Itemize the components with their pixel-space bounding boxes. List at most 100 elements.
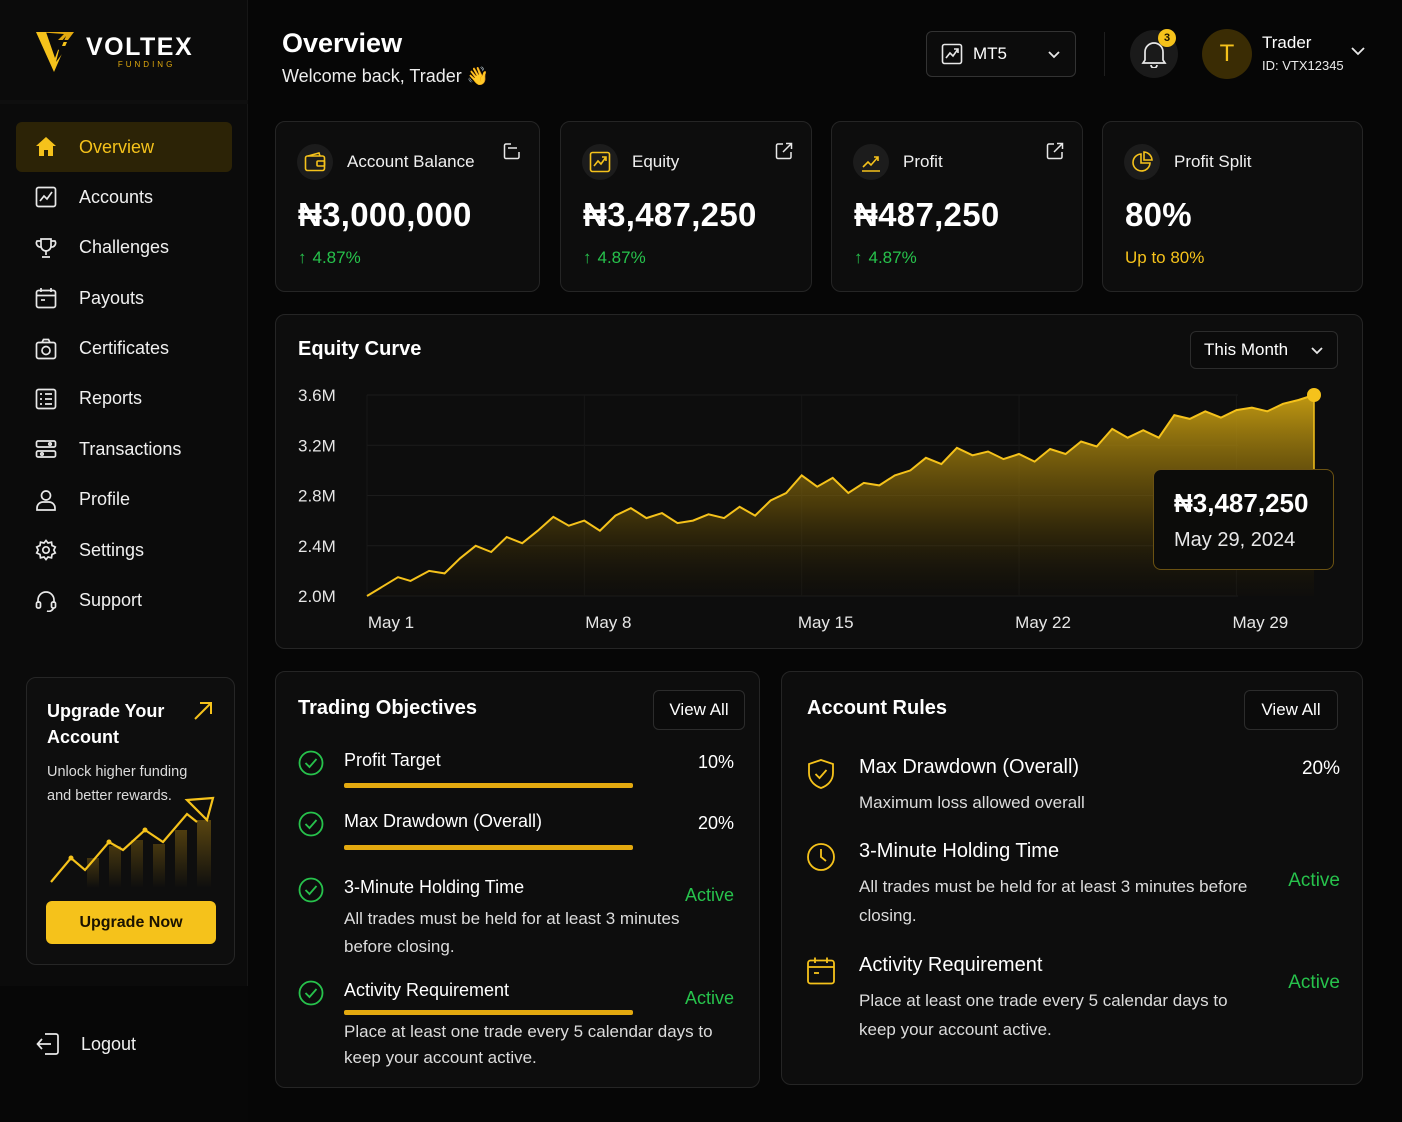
sidebar-item-label: Accounts <box>79 186 154 207</box>
equity-curve-title: Equity Curve <box>298 338 422 360</box>
objective-item: Max Drawdown (Overall) 20% <box>298 811 738 861</box>
sidebar-item-certificates[interactable]: Certificates <box>16 324 232 374</box>
brand-name: VOLTEX <box>86 32 194 61</box>
account-rules-card: Account Rules View All Max Drawdown (Ove… <box>781 671 1363 1085</box>
rule-name: Max Drawdown (Overall) <box>859 756 1080 778</box>
logout-label: Logout <box>81 1033 137 1054</box>
trophy-icon <box>34 236 58 260</box>
time-range-select[interactable]: This Month <box>1190 331 1338 369</box>
rule-name: 3-Minute Holding Time <box>859 840 1060 862</box>
rule-status: Active <box>1288 870 1340 891</box>
growth-icon <box>853 144 889 180</box>
upgrade-card: Upgrade Your Account Unlock higher fundi… <box>26 677 235 965</box>
time-range-value: This Month <box>1204 340 1289 359</box>
sidebar-item-label: Challenges <box>79 237 170 258</box>
rules-view-all-button[interactable]: View All <box>1244 690 1338 730</box>
upgrade-title: Upgrade Your Account <box>47 701 165 747</box>
sidebar-item-support[interactable]: Support <box>16 576 232 626</box>
objective-value: 20% <box>697 813 734 833</box>
sidebar-item-transactions[interactable]: Transactions <box>16 424 232 474</box>
rule-description: All trades must be held for at least 3 m… <box>859 877 1248 925</box>
objective-status: Active <box>684 988 734 1008</box>
sidebar-item-payouts[interactable]: Payouts <box>16 273 232 323</box>
objective-description: All trades must be held for at least 3 m… <box>344 909 680 956</box>
objectives-view-all-button[interactable]: View All <box>653 690 745 730</box>
stat-card-account-balance: Account Balance ₦3,000,000 ↑ 4.87% <box>275 121 540 292</box>
y-tick-label: 2.8M <box>298 487 336 506</box>
sidebar-footer <box>0 986 248 1122</box>
user-id: ID: VTX12345 <box>1262 58 1344 73</box>
sidebar-item-reports[interactable]: Reports <box>16 374 232 424</box>
notification-count-badge: 3 <box>1158 29 1176 47</box>
objective-description: Place at least one trade every 5 calenda… <box>344 1022 713 1067</box>
brand-divider <box>0 100 248 104</box>
sidebar-item-label: Profile <box>79 489 131 510</box>
sidebar-nav: Overview Accounts Challenges Payouts Cer… <box>16 122 232 626</box>
calendar-icon <box>34 286 58 310</box>
chevron-down-icon[interactable] <box>1350 44 1366 58</box>
objective-name: Max Drawdown (Overall) <box>344 811 543 831</box>
stat-value: ₦3,487,250 <box>583 196 757 233</box>
x-tick-label: May 29 <box>1233 613 1289 632</box>
objective-item: 3-Minute Holding Time Active All trades … <box>298 877 738 967</box>
rule-item: Activity Requirement Place at least one … <box>806 954 1340 1044</box>
rule-description: Maximum loss allowed overall <box>859 793 1085 812</box>
objective-progress-bar <box>344 845 633 850</box>
external-link-icon[interactable] <box>775 142 793 160</box>
stat-change-value: 4.87% <box>597 248 646 267</box>
objective-progress-bar <box>344 783 633 788</box>
brand-logo[interactable]: VOLTEX FUNDING <box>34 28 193 74</box>
sidebar-item-settings[interactable]: Settings <box>16 525 232 575</box>
sidebar-item-profile[interactable]: Profile <box>16 475 232 525</box>
header-divider <box>1104 32 1105 76</box>
sidebar-item-label: Transactions <box>79 438 182 459</box>
shield-check-icon <box>808 759 834 789</box>
equity-line <box>366 394 1315 597</box>
external-link-icon[interactable] <box>1046 142 1064 160</box>
stat-change-value: Up to 80% <box>1125 248 1205 267</box>
objectives-title: Trading Objectives <box>298 697 477 719</box>
logout-button[interactable]: Logout <box>36 1032 136 1056</box>
stat-change: ↑ 4.87% <box>583 248 646 268</box>
report-icon <box>34 387 58 411</box>
sidebar-item-label: Support <box>79 590 143 611</box>
equity-chart[interactable]: 3.6M 3.2M 2.8M 2.4M 2.0M May 1 May 8 May 15 May… <box>276 315 1364 650</box>
tooltip-value: ₦3,487,250 <box>1174 488 1309 518</box>
stat-change: Up to 80% <box>1125 248 1204 268</box>
growth-chart-icon <box>50 796 215 888</box>
sidebar-item-overview[interactable]: Overview <box>16 122 232 172</box>
arrow-up-right-icon[interactable] <box>192 700 214 722</box>
rule-value: 20% <box>1301 758 1340 779</box>
stat-card-equity: Equity ₦3,487,250 ↑ 4.87% <box>560 121 812 292</box>
chart-icon <box>34 185 58 209</box>
home-icon <box>34 135 58 159</box>
check-circle-icon <box>298 750 324 776</box>
rules-title: Account Rules <box>807 697 948 719</box>
sidebar-item-challenges[interactable]: Challenges <box>16 223 232 273</box>
wallet-icon <box>297 144 333 180</box>
x-tick-label: May 1 <box>368 613 414 632</box>
stat-change-value: 4.87% <box>312 248 361 267</box>
objective-item: Profit Target 10% <box>298 750 738 800</box>
stat-value: 80% <box>1125 196 1192 233</box>
upgrade-now-button[interactable]: Upgrade Now <box>46 901 216 944</box>
sidebar-item-accounts[interactable]: Accounts <box>16 172 232 222</box>
external-link-icon[interactable] <box>503 142 521 160</box>
chart-line-icon <box>941 43 963 65</box>
stat-card-profit-split: Profit Split 80% Up to 80% <box>1102 121 1363 292</box>
user-icon <box>34 488 58 512</box>
y-tick-label: 2.4M <box>298 537 336 556</box>
platform-select[interactable]: MT5 <box>926 31 1076 77</box>
objective-item: Activity Requirement Active Place at lea… <box>298 980 738 1080</box>
stat-value: ₦3,000,000 <box>298 196 472 233</box>
stat-card-profit: Profit ₦487,250 ↑ 4.87% <box>831 121 1083 292</box>
objective-name: Activity Requirement <box>344 980 510 1000</box>
avatar[interactable]: T <box>1202 29 1252 79</box>
sidebar-item-label: Settings <box>79 539 145 560</box>
stat-label: Account Balance <box>347 152 475 171</box>
sidebar-item-label: Overview <box>79 136 155 157</box>
objective-progress-bar <box>344 1010 633 1015</box>
sidebar-item-label: Reports <box>79 388 143 409</box>
trend-icon <box>582 144 618 180</box>
equity-marker-point[interactable] <box>1307 388 1321 402</box>
